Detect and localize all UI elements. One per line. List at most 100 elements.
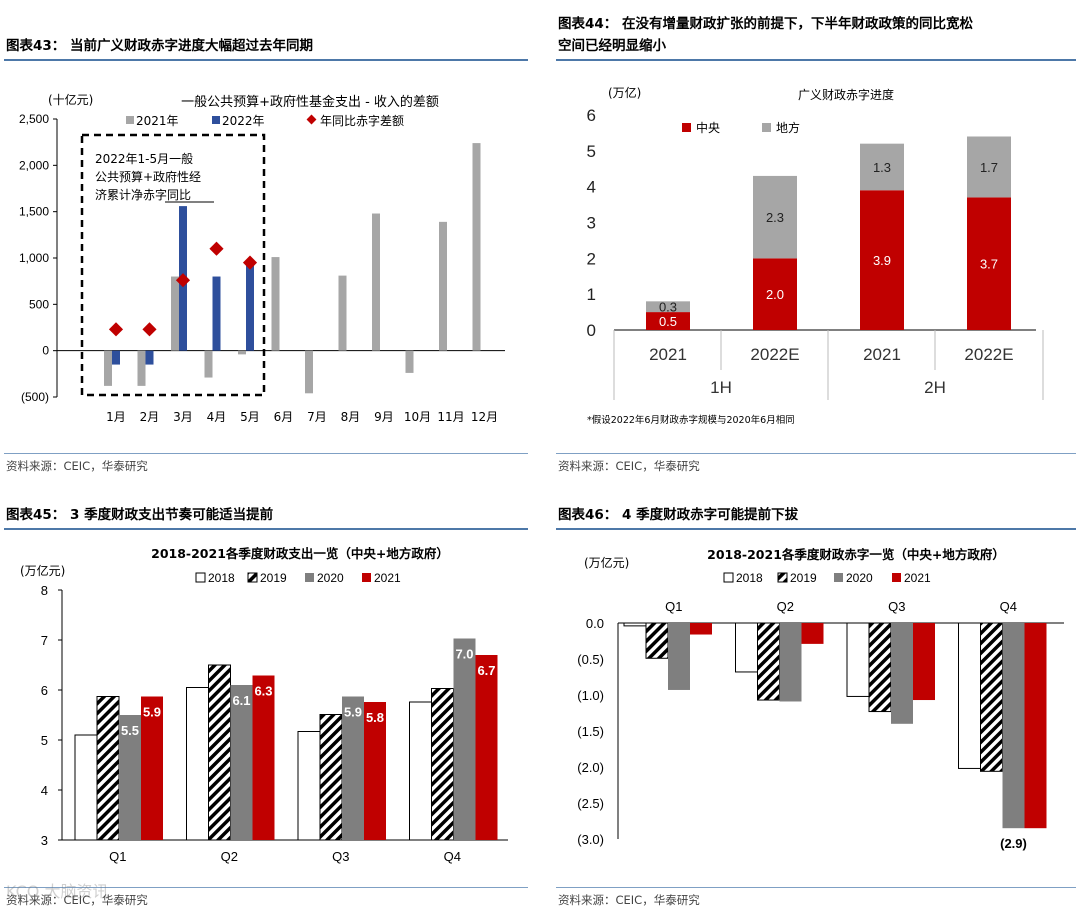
bar-2019 — [319, 714, 343, 841]
data-label-2021: 6.3 — [254, 684, 272, 699]
bar-local — [753, 175, 797, 259]
data-label-2020: 5.9 — [344, 705, 362, 720]
y-tick-label: (1.5) — [577, 724, 604, 739]
bar-2018 — [958, 622, 981, 769]
x-tick-label: Q1 — [109, 849, 126, 864]
x-tick-label: 10月 — [404, 410, 431, 424]
y-tick-label: 2,500 — [19, 112, 49, 126]
y-tick-label: (2.5) — [577, 796, 604, 811]
x-tick-label: Q4 — [1000, 599, 1017, 614]
bar-2021 — [338, 275, 347, 351]
data-label-2020: 5.5 — [121, 723, 139, 738]
x-tick-label: 2022E — [964, 345, 1013, 364]
chart-45: 3 4 5 6 7 8 2018-2021各季度财政支出一览（中央+地方政府） (万亿元) 20… — [20, 546, 508, 864]
bar-2022 — [212, 276, 221, 351]
bar-2020 — [891, 623, 913, 724]
legend-label: 2018 — [736, 571, 763, 585]
data-label-central: 3.9 — [873, 253, 891, 268]
y-tick-label: 1,500 — [19, 205, 49, 219]
bar-2021 — [801, 623, 824, 644]
bar-2021 — [104, 350, 112, 386]
bar-2021 — [364, 702, 386, 840]
y-tick-label: 0 — [587, 321, 596, 340]
x-tick-label: 2021 — [649, 345, 687, 364]
x-tick-label: 12月 — [471, 410, 498, 424]
legend-swatch — [777, 572, 788, 583]
panel-45-top-rule — [4, 528, 528, 530]
data-label-2020: 6.1 — [232, 693, 250, 708]
bar-2020 — [342, 696, 364, 840]
legend-label: 2020 — [317, 571, 344, 585]
legend-label: 2021 — [374, 571, 401, 585]
y-tick-label: 6 — [41, 683, 48, 698]
x-tick-label: 8月 — [341, 410, 361, 424]
data-label-central: 0.5 — [659, 314, 677, 329]
panel-45-title: 图表45： 3 季度财政支出节奏可能适当提前 — [6, 507, 274, 523]
x-tick-label: 5月 — [240, 410, 260, 424]
bar-2022 — [246, 264, 254, 351]
legend-swatch — [126, 116, 134, 124]
legend-swatch — [723, 572, 734, 583]
chart-title: 广义财政赤字进度 — [798, 87, 894, 102]
bar-local — [860, 143, 904, 191]
y-unit-label: (万亿) — [608, 85, 641, 100]
bar-2019 — [868, 622, 892, 713]
panel-44-title-line1: 图表44： 在没有增量财政扩张的前提下，下半年财政政策的同比宽松 — [558, 16, 973, 32]
legend-label: 年同比赤字差额 — [320, 113, 404, 128]
bar-2021 — [1024, 623, 1047, 829]
x-tick-label: 2021 — [863, 345, 901, 364]
bar-2020 — [230, 685, 253, 840]
legend-label: 2021年 — [136, 114, 179, 128]
data-label-central: 2.0 — [766, 287, 784, 302]
bar-2021 — [405, 350, 414, 373]
legend-label: 2018 — [208, 571, 235, 585]
bar-central — [967, 197, 1011, 330]
legend-swatch — [834, 573, 843, 582]
y-tick-label: 3 — [587, 214, 596, 233]
annotation-text: 济累计净赤字同比 — [95, 187, 191, 202]
watermark: KCO 大脑资讯 — [6, 882, 109, 901]
bar-2020 — [119, 715, 141, 840]
y-tick-label: (500) — [21, 390, 49, 404]
x-tick-label: 2月 — [140, 410, 160, 424]
y-tick-label: (0.5) — [577, 652, 604, 667]
y-unit-label: (十亿元) — [48, 92, 93, 107]
y-tick-label: 500 — [29, 297, 49, 311]
x-tick-label: Q4 — [444, 849, 461, 864]
y-tick-label: 7 — [41, 633, 48, 648]
data-label-2021: 5.8 — [366, 710, 384, 725]
data-label-2020: 7.0 — [455, 647, 473, 662]
x-tick-label: 4月 — [207, 410, 227, 424]
y-tick-label: (2.0) — [577, 760, 604, 775]
bar-2021 — [913, 623, 935, 701]
legend-label: 2022年 — [222, 114, 265, 128]
data-label-local: 2.3 — [766, 210, 784, 225]
legend-swatch — [362, 573, 371, 582]
y-tick-label: 1,000 — [19, 251, 49, 265]
bar-2021 — [252, 675, 275, 840]
annotation-box — [80, 133, 266, 397]
y-tick-label: 0 — [42, 344, 49, 358]
x-tick-label: 6月 — [274, 410, 294, 424]
panel-43-top-rule — [4, 59, 528, 61]
y-tick-label: 5 — [587, 142, 596, 161]
bar-2021 — [439, 221, 447, 351]
legend-label: 2020 — [846, 571, 873, 585]
x-tick-label: Q2 — [777, 599, 794, 614]
bar-2020 — [1002, 623, 1025, 829]
legend-swatch-central — [682, 123, 691, 132]
y-tick-label: 4 — [587, 178, 596, 197]
bar-2021 — [137, 350, 146, 386]
chart-46: 0.0 (0.5) (1.0) (1.5) (2.0) (2.5) (3.0) 2018-20… — [577, 547, 1064, 851]
panel-45-bottom-rule — [4, 887, 528, 888]
bar-2022 — [145, 350, 154, 365]
x-tick-label: 9月 — [374, 410, 394, 424]
marker-yoy — [209, 241, 224, 256]
legend-swatch-local — [762, 123, 771, 132]
bar-2021 — [141, 696, 163, 840]
panel-44-top-rule — [556, 59, 1076, 61]
chart-43: (500) 0 500 1,000 1,500 2,000 2,500 (十亿元) 一般公共预算… — [19, 92, 505, 424]
group-label: 1H — [710, 378, 732, 397]
footnote: *假设2022年6月财政赤字规模与2020年6月相同 — [587, 414, 795, 426]
y-tick-label: (3.0) — [577, 832, 604, 847]
